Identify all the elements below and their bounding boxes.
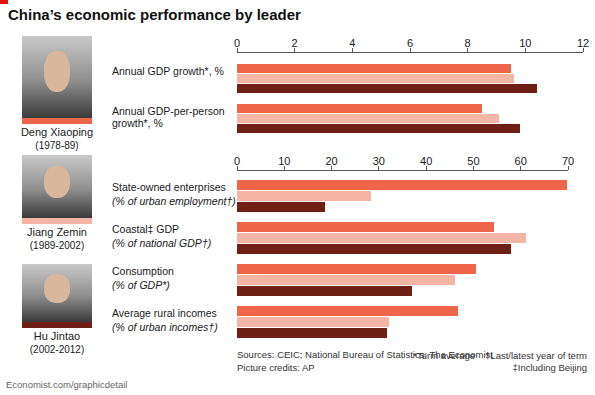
footnote-line: *Term average †Last/latest year of term [413,350,587,361]
tick-label: 0 [217,37,257,50]
portrait-placeholder [22,264,92,322]
bar [237,114,499,123]
bar [237,244,511,254]
portrait-placeholder [22,155,92,218]
tick-label: 20 [312,155,352,168]
footnote: †Last/latest year of term [485,350,587,361]
bar [237,104,482,113]
title: China’s economic performance by leader [8,6,301,23]
picture-credits: Picture credits: AP [237,363,315,374]
bar [237,286,412,296]
tick-label: 10 [264,155,304,168]
portrait-face [44,166,70,198]
legend-period: (1978-89) [0,140,114,152]
bar [237,180,567,190]
tick-label: 12 [563,37,595,50]
portrait-placeholder [22,36,92,118]
tick-label: 40 [406,155,446,168]
bar [237,328,387,338]
tick-label: 70 [548,155,588,168]
portrait-face [44,274,70,303]
bar [237,191,371,201]
website: Economist.com/graphicdetail [6,380,127,391]
tick-label: 10 [505,37,545,50]
legend-swatch [22,322,92,328]
tick-label: 50 [453,155,493,168]
legend-swatch [22,218,92,224]
axis-line [237,170,568,171]
category-label: Annual GDP-per-person growth*, % [112,105,234,129]
bar [237,124,520,133]
legend-name: Deng Xiaoping [0,126,114,139]
legend-swatch [22,118,92,124]
category-subtitle: (% of urban incomes†) [112,321,234,333]
bar [237,233,526,243]
bar [237,84,537,93]
bar [237,275,455,285]
bar [237,202,325,212]
plot-area [237,171,568,349]
portrait-face [44,51,70,92]
category-label: Coastal‡ GDP [112,223,234,235]
tick-label: 8 [448,37,488,50]
plot-area [237,53,583,145]
category-label: Average rural incomes [112,307,234,319]
bar [237,264,476,274]
category-label: State-owned enterprises [112,181,234,193]
tick-label: 60 [501,155,541,168]
legend-name: Hu Jintao [0,330,114,343]
title-marker [0,0,8,4]
chart-root: China’s economic performance by leader De… [0,0,595,395]
legend-name: Jiang Zemin [0,226,114,239]
bar [237,222,494,232]
tick-label: 2 [275,37,315,50]
tick-label: 4 [332,37,372,50]
legend-period: (1989-2002) [0,240,114,252]
axis-line [237,52,583,53]
category-label: Consumption [112,265,234,277]
bar [237,64,511,73]
bar [237,306,458,316]
category-label: Annual GDP growth*, % [112,65,234,77]
footnote: ‡Including Beijing [513,363,587,374]
footnote: *Term average [413,350,475,361]
tick-label: 6 [390,37,430,50]
category-subtitle: (% of urban employment†) [112,195,234,207]
category-subtitle: (% of GDP*) [112,279,234,291]
bar [237,317,389,327]
bar [237,74,514,83]
tick-label: 30 [359,155,399,168]
category-subtitle: (% of national GDP†) [112,237,234,249]
legend-period: (2002-2012) [0,344,114,356]
tick-label: 0 [217,155,257,168]
